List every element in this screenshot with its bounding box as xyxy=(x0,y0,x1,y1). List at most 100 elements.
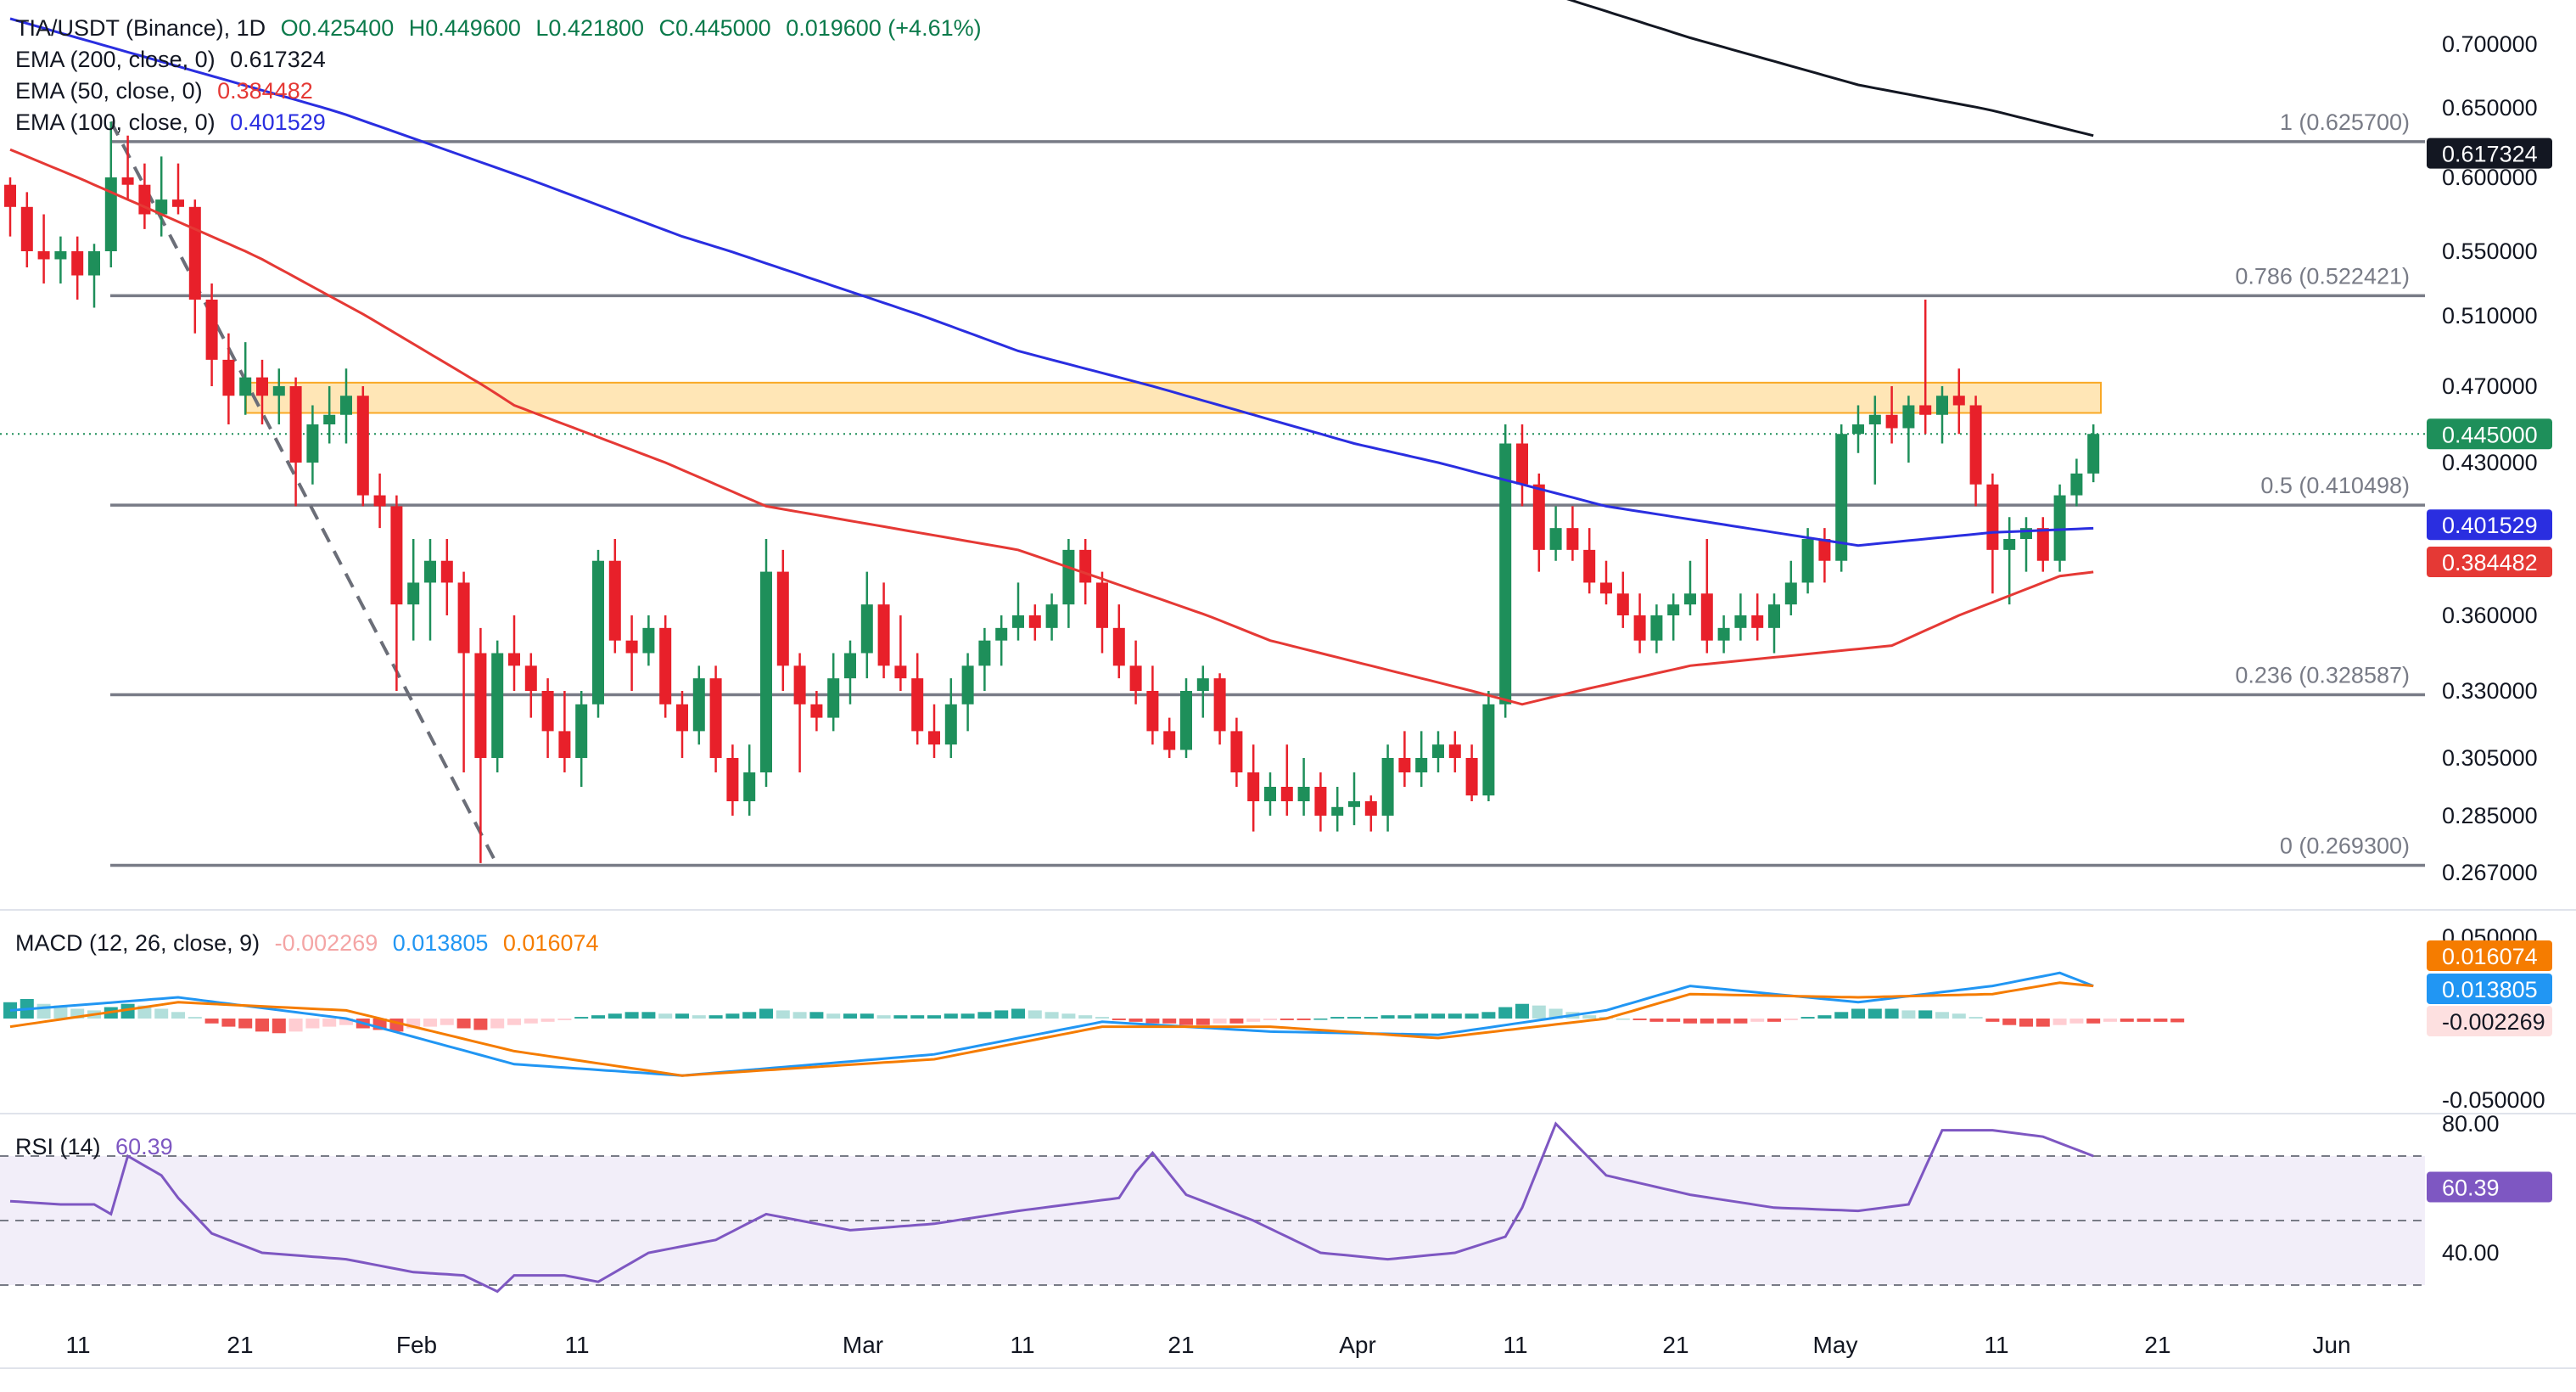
candle xyxy=(172,199,184,207)
macd-hist-bar xyxy=(591,1015,605,1019)
candle xyxy=(776,571,789,666)
macd-hist-bar xyxy=(1112,1019,1126,1020)
price-axis-tick: 0.470000 xyxy=(2442,373,2538,399)
time-axis-tick: 21 xyxy=(227,1332,253,1358)
ema100-legend: EMA (100, close, 0) 0.401529 xyxy=(15,109,334,136)
macd-hist-bar xyxy=(1716,1019,1731,1024)
macd-hist-bar xyxy=(1431,1013,1445,1019)
candle xyxy=(104,177,117,251)
macd-hist-bar xyxy=(860,1013,874,1019)
macd-hist-bar xyxy=(1162,1019,1177,1024)
macd-hist-bar xyxy=(2103,1019,2117,1022)
candle xyxy=(424,560,436,583)
candle xyxy=(1448,744,1461,758)
ema200-label: EMA (200, close, 0) xyxy=(15,47,216,72)
macd-hist-bar xyxy=(2086,1019,2101,1024)
candle xyxy=(1381,758,1394,816)
candle xyxy=(860,604,873,654)
candle xyxy=(1633,615,1646,641)
macd-hist-bar xyxy=(238,1019,253,1029)
ema50-label: EMA (50, close, 0) xyxy=(15,78,203,104)
macd-hist-bar xyxy=(1078,1015,1093,1019)
macd-hist-bar xyxy=(1296,1019,1311,1020)
candle xyxy=(1364,801,1377,816)
candle xyxy=(155,199,168,215)
macd-hist-bar xyxy=(204,1019,219,1024)
candle xyxy=(1196,678,1209,691)
candle xyxy=(2070,473,2083,496)
macd-hist-bar xyxy=(557,1019,572,1020)
macd-hist-bar xyxy=(2153,1019,2168,1022)
candle xyxy=(810,704,823,718)
candle xyxy=(1852,424,1864,435)
macd-hist-value: -0.002269 xyxy=(274,930,378,956)
candle xyxy=(1112,627,1125,666)
macd-hist-bar xyxy=(725,1013,740,1019)
candle xyxy=(961,665,974,704)
candle xyxy=(625,640,638,654)
macd-signal-value: 0.016074 xyxy=(502,930,599,956)
candle xyxy=(2036,528,2049,561)
macd-signal-badge-bg xyxy=(2427,940,2552,971)
time-axis-tick: 11 xyxy=(1010,1332,1034,1358)
macd-hist-bar xyxy=(2120,1019,2134,1022)
open-value: O0.425400 xyxy=(280,15,395,41)
candle xyxy=(676,704,688,732)
fib-swing-line xyxy=(109,121,499,867)
candle xyxy=(440,560,453,583)
candle xyxy=(1566,528,1579,550)
macd-hist-bar xyxy=(490,1019,505,1029)
candle xyxy=(1768,604,1780,628)
high-value: H0.449600 xyxy=(408,15,521,41)
candle xyxy=(944,704,957,745)
fib-level-label: 0.236 (0.328587) xyxy=(2235,662,2410,688)
macd-hist-bar xyxy=(2002,1019,2017,1025)
candle xyxy=(1532,484,1545,550)
macd-hist-bar xyxy=(1935,1012,1949,1019)
macd-hist-bar xyxy=(1095,1017,1109,1019)
macd-hist-bar xyxy=(1616,1019,1630,1020)
candle xyxy=(1818,539,1831,561)
macd-hist-bar xyxy=(1246,1019,1261,1022)
macd-hist-bar xyxy=(2019,1019,2033,1027)
macd-hist-bar xyxy=(708,1015,723,1019)
macd-hist-bar xyxy=(692,1015,706,1019)
macd-hist-bar xyxy=(221,1019,236,1027)
candle xyxy=(911,678,924,732)
macd-hist-bar xyxy=(1868,1008,1882,1019)
macd-hist-bar xyxy=(1179,1019,1193,1025)
candle xyxy=(2053,495,2066,561)
candle xyxy=(205,300,218,360)
candle xyxy=(1045,604,1058,628)
rsi-legend: RSI (14) 60.39 xyxy=(15,1134,182,1160)
macd-hist-bar xyxy=(154,1008,169,1019)
macd-hist-bar xyxy=(1061,1013,1076,1019)
macd-hist-bar xyxy=(910,1015,925,1019)
candle xyxy=(4,184,16,207)
macd-line-badge: 0.013805 xyxy=(2442,977,2538,1002)
macd-hist-bar xyxy=(893,1015,908,1019)
macd-hist-bar xyxy=(1985,1019,2000,1022)
candle xyxy=(222,359,235,396)
macd-hist-bar xyxy=(1128,1019,1143,1022)
macd-hist-bar xyxy=(1364,1017,1378,1019)
ema100-badge-bg xyxy=(2427,509,2552,541)
macd-hist-bar xyxy=(776,1010,790,1019)
price-axis-tick: 0.430000 xyxy=(2442,450,2538,475)
ema50-legend: EMA (50, close, 0) 0.384482 xyxy=(15,78,322,104)
candle xyxy=(1969,405,1982,485)
macd-hist-bar xyxy=(288,1019,303,1032)
time-axis-tick: Feb xyxy=(396,1332,437,1358)
macd-hist-bar xyxy=(624,1012,639,1019)
macd-hist-bar xyxy=(1532,1005,1546,1019)
time-axis-tick: May xyxy=(1813,1332,1858,1358)
candle xyxy=(608,560,621,641)
macd-hist-bar xyxy=(927,1015,941,1019)
macd-hist-bar xyxy=(524,1019,538,1024)
close-badge: 0.445000 xyxy=(2442,422,2538,447)
candle xyxy=(1717,627,1730,641)
candle xyxy=(1213,678,1226,732)
candle xyxy=(1297,787,1310,801)
